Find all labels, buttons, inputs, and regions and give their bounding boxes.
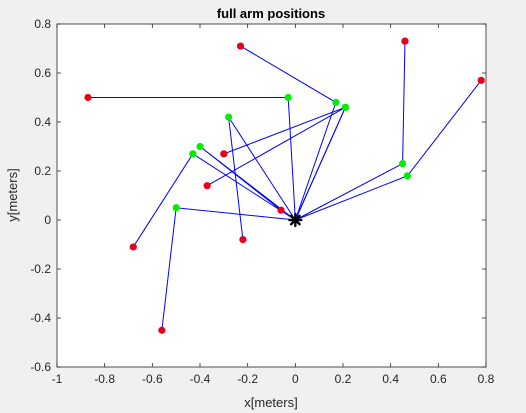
base-asterisk-stroke — [289, 214, 301, 226]
elbow-point — [341, 103, 349, 111]
x-tick-label: 0.2 — [335, 372, 352, 386]
end-effector-point — [236, 42, 245, 50]
axes-box — [56, 23, 487, 368]
plot-area — [57, 24, 486, 367]
y-tick-label: 0.8 — [34, 17, 51, 31]
y-tick-label: -0.2 — [30, 262, 51, 276]
end-effector-point — [203, 182, 211, 190]
y-tick-label: -0.4 — [30, 311, 51, 325]
end-effector-point — [477, 76, 485, 84]
end-effector-point — [84, 93, 92, 102]
y-tick-label: 0 — [44, 213, 51, 227]
elbow-point — [196, 142, 204, 151]
x-axis-label: x[meters] — [244, 395, 297, 410]
y-tick-label: 0.2 — [34, 164, 51, 178]
elbow-point — [225, 113, 233, 121]
end-effector-point — [220, 150, 228, 158]
elbow-point — [189, 150, 197, 158]
x-tick-label: -0.2 — [237, 372, 258, 386]
x-tick-label: 0.4 — [382, 372, 399, 386]
elbow-point — [284, 93, 292, 102]
x-tick-label: -1 — [52, 372, 63, 386]
end-effector-point — [129, 243, 137, 251]
elbow-point — [172, 204, 180, 212]
x-tick-label: -0.6 — [142, 372, 163, 386]
y-tick-label: 0.6 — [34, 66, 51, 80]
x-tick-label: 0.6 — [430, 372, 447, 386]
x-tick-label: 0.8 — [478, 372, 495, 386]
chart-title: full arm positions — [217, 6, 325, 21]
base-marker — [288, 212, 303, 228]
x-tick-label: 0 — [292, 372, 299, 386]
x-tick-label: -0.4 — [190, 372, 211, 386]
axes — [56, 23, 487, 368]
x-tick-label: -0.8 — [94, 372, 115, 386]
arm-joints — [84, 37, 485, 334]
end-effector-point — [158, 326, 166, 334]
tick-labels: -1 -0.8 -0.6 -0.4 -0.2 0 0.2 0.4 0.6 0.8 -0.6 -0.4 -… — [30, 17, 494, 386]
end-effector-point — [277, 206, 285, 214]
elbow-point — [403, 172, 411, 180]
elbow-point — [398, 160, 407, 168]
y-tick-label: 0.4 — [34, 115, 51, 129]
elbow-point — [332, 98, 340, 106]
y-axis-label: y[meters] — [5, 168, 20, 221]
y-tick-label: -0.6 — [30, 360, 51, 374]
end-effector-point — [401, 37, 409, 45]
end-effector-point — [239, 236, 247, 244]
